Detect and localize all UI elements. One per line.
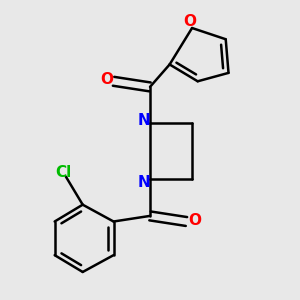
Text: O: O: [100, 72, 113, 87]
Text: O: O: [183, 14, 196, 28]
Text: N: N: [137, 175, 150, 190]
Text: O: O: [188, 213, 201, 228]
Text: Cl: Cl: [55, 165, 71, 180]
Text: N: N: [137, 113, 150, 128]
